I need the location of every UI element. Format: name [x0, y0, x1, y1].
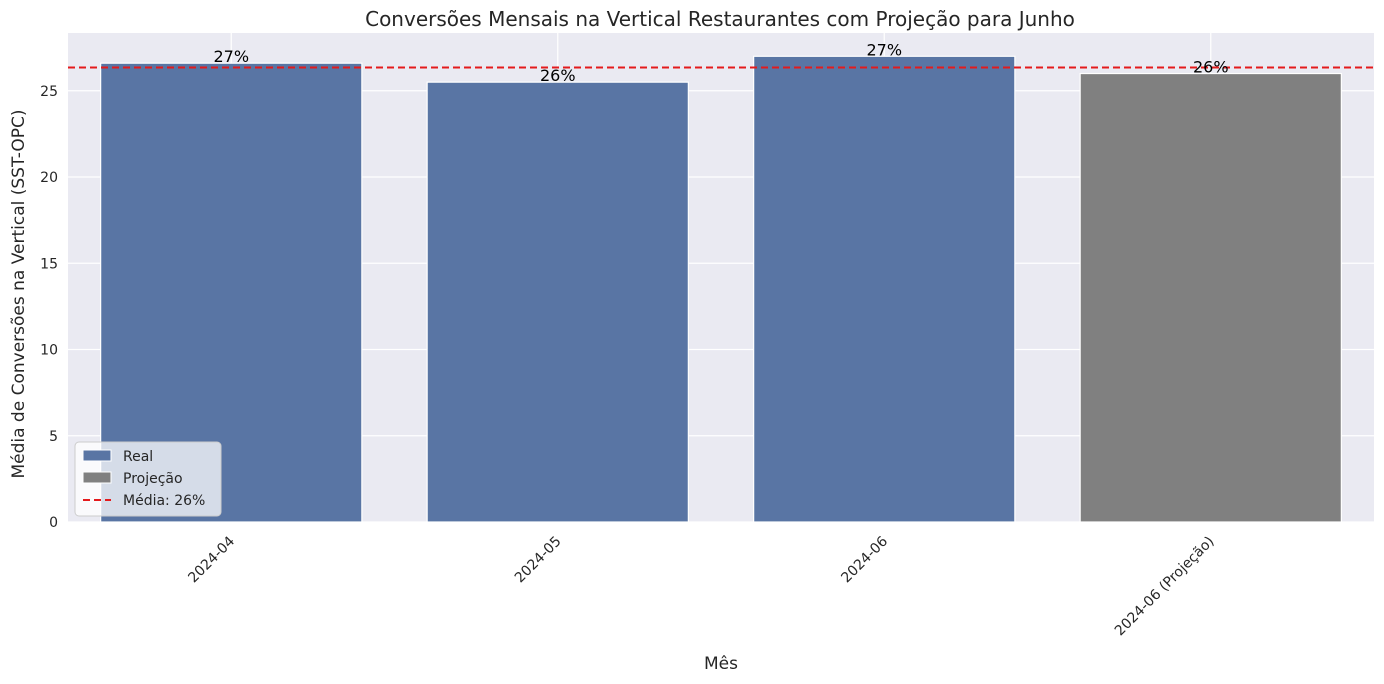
data-label: 27% [213, 47, 249, 66]
bar [753, 55, 1016, 523]
y-tick-label: 5 [49, 429, 58, 445]
x-tick-label: 2024-04 [185, 533, 238, 586]
y-tick-label: 0 [49, 515, 58, 531]
legend-entry-label: Real [123, 449, 153, 465]
bar [426, 81, 689, 523]
x-tick-label: 2024-06 (Projeção) [1112, 534, 1218, 640]
bar [1079, 72, 1342, 523]
data-label: 27% [866, 40, 902, 59]
legend: Real Projeção Média: 26% [74, 441, 222, 517]
legend-entry-label: Projeção [123, 471, 183, 487]
y-tick-label: 10 [40, 343, 58, 359]
y-axis-label: Média de Conversões na Vertical (SST-OPC… [9, 109, 29, 478]
x-tick-label: 2024-05 [512, 534, 565, 587]
x-tick-label: 2024-06 [838, 533, 891, 586]
chart-title: Conversões Mensais na Vertical Restauran… [365, 7, 1075, 31]
legend-swatch [82, 449, 112, 462]
data-label: 26% [540, 66, 576, 85]
legend-swatch [82, 471, 112, 484]
data-label: 26% [1193, 58, 1229, 77]
y-tick-label: 15 [40, 256, 58, 272]
x-axis-label: Mês [704, 654, 738, 674]
legend-entry-label: Média: 26% [123, 493, 205, 509]
y-tick-label: 20 [40, 170, 58, 186]
y-tick-label: 25 [40, 84, 58, 100]
